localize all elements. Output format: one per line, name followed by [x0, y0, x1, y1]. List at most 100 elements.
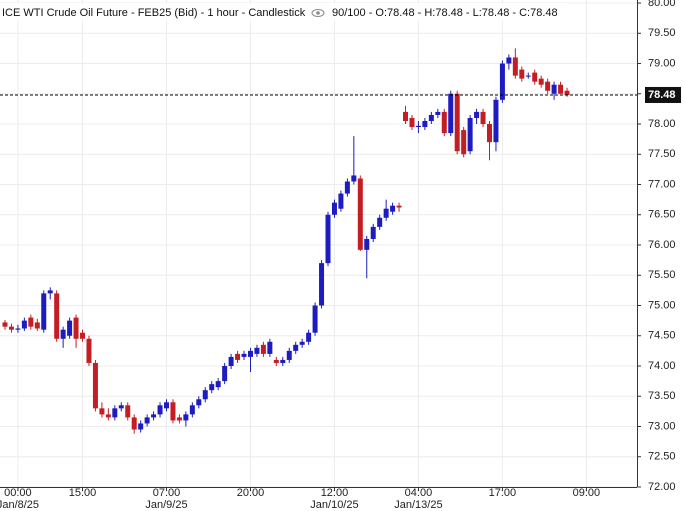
candle-body	[351, 175, 357, 182]
candle-body	[170, 402, 176, 421]
y-tick-label: 79.00	[648, 57, 676, 69]
candle-body	[564, 90, 570, 95]
candle-body	[338, 193, 344, 209]
candle-body	[499, 63, 505, 100]
candle-body	[448, 93, 454, 134]
x-tick-label: 09:00	[573, 487, 601, 499]
candle-body	[428, 114, 434, 121]
candle-body	[551, 84, 557, 94]
candle-body	[99, 408, 105, 415]
candle-body	[15, 328, 21, 330]
candle-body	[512, 57, 518, 76]
candle-body	[306, 332, 312, 342]
candle-body	[293, 344, 299, 351]
y-tick-label: 78.00	[648, 118, 676, 130]
candle-body	[558, 84, 564, 94]
last-price-label: 78.48	[648, 89, 676, 101]
candle-body	[299, 341, 305, 345]
candle-body	[344, 181, 350, 194]
candle-body	[377, 217, 383, 227]
candle-body	[183, 414, 189, 421]
candle-body	[138, 423, 144, 430]
candle-body	[467, 117, 473, 152]
candle-body	[80, 332, 86, 339]
candle-body	[260, 344, 266, 354]
candle-body	[519, 69, 525, 79]
eye-outline	[311, 9, 325, 17]
x-tick-label: 17:00	[489, 487, 517, 499]
candle-body	[164, 402, 169, 409]
y-tick-label: 79.50	[648, 27, 676, 39]
x-tick-label: 07:00	[153, 487, 181, 499]
candle-body	[435, 111, 441, 115]
candle-body	[209, 384, 215, 391]
candle-body	[144, 417, 150, 424]
candle-body	[215, 381, 221, 388]
candle-body	[105, 414, 111, 418]
y-tick-label: 76.50	[648, 209, 676, 221]
y-tick-label: 75.50	[648, 269, 676, 281]
y-tick-label: 73.00	[648, 420, 676, 432]
candle-body	[254, 347, 260, 354]
candle-body	[157, 405, 163, 415]
candle-body	[60, 329, 66, 339]
candle-body	[54, 293, 60, 339]
y-tick-label: 77.50	[648, 148, 676, 160]
candle-body	[235, 353, 241, 360]
candle-body	[41, 293, 47, 330]
candle-body	[480, 111, 486, 125]
header-bg	[0, 3, 568, 21]
candle-body	[364, 238, 370, 250]
candle-body	[538, 78, 544, 85]
y-tick-label: 73.50	[648, 390, 676, 402]
candle-body	[396, 205, 402, 208]
x-tick-label: 12:00	[321, 487, 349, 499]
candle-body	[390, 205, 396, 212]
candle-body	[474, 111, 480, 118]
candle-body	[267, 341, 273, 354]
candle-body	[370, 226, 376, 239]
candle-body	[176, 417, 182, 421]
candle-body	[286, 350, 292, 360]
candle-body	[151, 414, 157, 418]
x-tick-label: 15:00	[69, 487, 97, 499]
x-date-label: Jan/10/25	[310, 499, 358, 511]
candle-body	[8, 326, 14, 330]
x-date-label: Jan/9/25	[145, 499, 187, 511]
candle-body	[487, 124, 492, 143]
candle-body	[67, 320, 73, 336]
candle-body	[403, 111, 409, 121]
candle-body	[357, 178, 363, 250]
candle-body	[125, 405, 131, 418]
candle-body	[47, 290, 53, 294]
candle-body	[461, 130, 467, 155]
candle-body	[118, 405, 124, 409]
candle-body	[34, 322, 40, 329]
candle-body	[409, 117, 415, 128]
x-tick-label: 04:00	[405, 487, 433, 499]
candle-body	[92, 362, 98, 409]
candle-body	[383, 208, 389, 218]
y-tick-label: 77.00	[648, 178, 676, 190]
candle-body	[112, 408, 118, 418]
x-tick-label: 20:00	[237, 487, 265, 499]
candle-body	[2, 322, 8, 327]
candle-body	[325, 214, 331, 264]
y-tick-label: 74.00	[648, 360, 676, 372]
y-tick-label: 74.50	[648, 330, 676, 342]
candle-body	[532, 72, 538, 82]
candle-body	[202, 390, 208, 400]
candle-body	[545, 81, 551, 91]
candle-body	[247, 350, 253, 357]
candle-body	[196, 399, 202, 406]
candle-body	[28, 317, 34, 327]
x-date-label: Jan/8/25	[0, 499, 39, 511]
visibility-icon[interactable]	[311, 9, 325, 17]
candle-body	[280, 359, 286, 363]
eye-pupil	[316, 11, 320, 15]
candle-body	[331, 202, 337, 215]
x-date-label: Jan/13/25	[394, 499, 442, 511]
